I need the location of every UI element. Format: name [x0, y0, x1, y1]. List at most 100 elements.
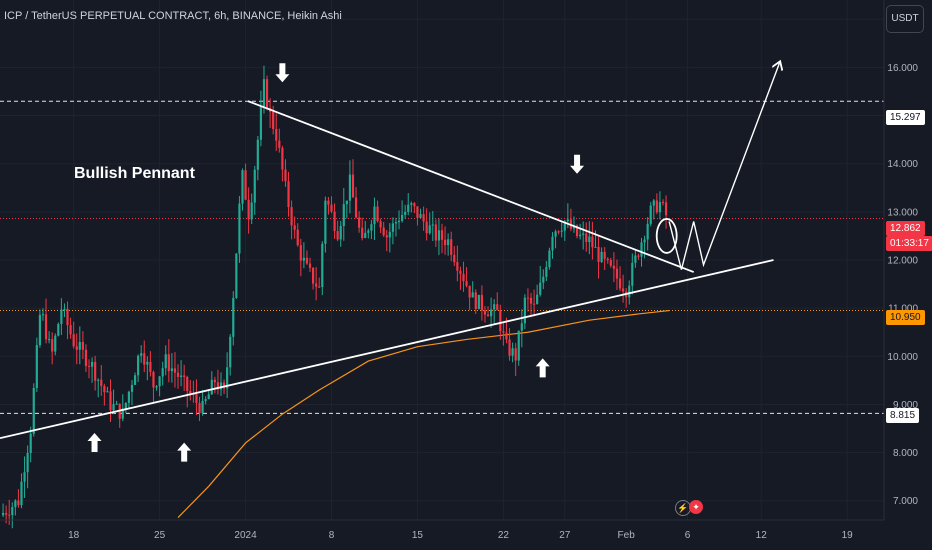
candle-body [342, 204, 345, 227]
candle-body [428, 225, 431, 234]
candle-body [661, 202, 665, 204]
candle-body [575, 225, 579, 237]
us-flag-icon[interactable]: ✦ [689, 500, 703, 514]
candle-body [471, 292, 474, 298]
candle-body [29, 433, 32, 453]
candle-body [318, 286, 321, 288]
candle-body [170, 368, 173, 372]
candle-body [259, 106, 263, 140]
candle-body [358, 217, 361, 228]
y-tick-label: 10.000 [887, 352, 918, 363]
candle-body [176, 372, 180, 377]
x-tick-label: 2024 [234, 530, 257, 541]
y-tick-label: 12.000 [887, 256, 918, 267]
candle-body [296, 229, 299, 246]
candle-body [308, 263, 312, 268]
candle-body [290, 207, 293, 226]
candle-body [333, 211, 336, 232]
candle-body [385, 235, 388, 238]
candle-body [456, 262, 459, 271]
candle-body [305, 257, 309, 264]
candle-body [216, 382, 220, 390]
candle-body [493, 304, 496, 310]
candle-body [137, 355, 140, 376]
candle-body [115, 403, 118, 405]
x-tick-label: 27 [559, 530, 571, 541]
candle-body [63, 308, 66, 310]
candle-body [585, 233, 588, 242]
candle-body [606, 258, 609, 261]
candle-body [330, 204, 333, 212]
candle-body [219, 382, 223, 390]
candle-body [465, 281, 468, 286]
currency-button[interactable]: USDT [886, 5, 924, 33]
x-tick-label: 6 [685, 530, 691, 541]
up-arrow-marker [87, 432, 102, 452]
candle-body [60, 309, 63, 325]
current-price-label: 12.862 [886, 221, 925, 236]
candle-body [149, 361, 152, 372]
candle-body [32, 388, 35, 434]
candle-body [173, 368, 177, 373]
candle-body [140, 353, 143, 356]
candle-body [367, 230, 370, 233]
candle-body [201, 400, 204, 414]
candle-body [609, 260, 612, 266]
candle-body [250, 202, 253, 220]
candle-body [542, 276, 545, 283]
candle-body [400, 214, 404, 221]
candle-body [14, 500, 17, 508]
candle-body [1, 512, 5, 516]
candle-body [247, 199, 250, 220]
candle-body [87, 365, 91, 367]
candle-body [434, 224, 437, 241]
candle-body [582, 233, 585, 235]
candle-body [486, 314, 490, 317]
candle-body [517, 330, 520, 361]
candle-body [443, 239, 447, 246]
candle-body [299, 245, 302, 261]
candle-body [336, 231, 339, 240]
candle-body [548, 250, 551, 268]
candle-body [238, 203, 241, 254]
candle-body [588, 236, 591, 242]
candle-body [621, 288, 625, 292]
candle-body [26, 452, 29, 473]
candle-body [302, 257, 305, 261]
candle-body [520, 323, 523, 331]
candle-body [345, 200, 348, 205]
candle-body [241, 170, 244, 204]
candle-body [551, 236, 554, 251]
candle-body [440, 230, 444, 240]
candle-body [198, 402, 201, 414]
candle-body [75, 346, 78, 350]
upper-trendline [247, 100, 695, 273]
candle-body [327, 200, 330, 205]
candle-body [17, 500, 20, 506]
candle-body [167, 354, 170, 372]
candle-body [133, 375, 137, 385]
candle-body [204, 399, 207, 401]
up-arrow-marker [535, 358, 550, 378]
candle-body [90, 361, 94, 367]
candle-body [407, 204, 410, 212]
candle-body [643, 239, 646, 243]
x-tick-label: 12 [756, 530, 768, 541]
candle-body [637, 255, 640, 257]
lower-trendline [0, 259, 774, 440]
candle-body [431, 224, 434, 226]
candle-body [563, 221, 566, 231]
candle-body [600, 251, 603, 262]
chart-title: ICP / TetherUS PERPETUAL CONTRACT, 6h, B… [4, 10, 342, 22]
candle-body [382, 227, 385, 236]
y-tick-label: 11.000 [888, 304, 918, 315]
candle-body [532, 303, 536, 305]
candle-body [514, 348, 517, 361]
x-tick-label: Feb [618, 530, 636, 541]
y-tick-label: 14.000 [887, 159, 918, 170]
y-tick-label: 13.000 [887, 207, 918, 218]
candle-body [226, 367, 229, 389]
candle-body [480, 294, 484, 311]
